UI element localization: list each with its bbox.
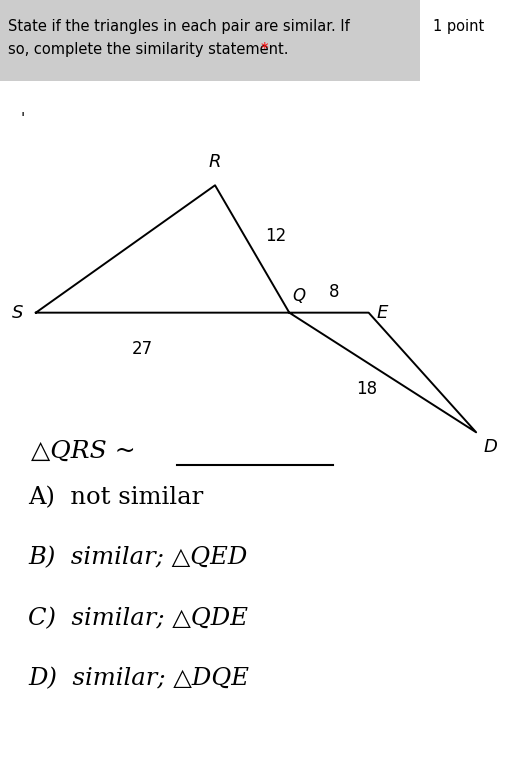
Text: 18: 18 — [356, 381, 378, 398]
Text: 27: 27 — [132, 340, 153, 357]
Text: 1 point: 1 point — [433, 19, 484, 34]
Text: D: D — [484, 438, 498, 456]
Text: D)  similar; △DQE: D) similar; △DQE — [28, 667, 249, 690]
Bar — [0, 0, 420, 81]
Text: *: * — [260, 42, 268, 57]
Text: C)  similar; △QDE: C) similar; △QDE — [28, 607, 248, 630]
Text: R: R — [209, 154, 221, 171]
Text: B)  similar; △QED: B) similar; △QED — [28, 547, 247, 570]
Text: Q: Q — [292, 287, 305, 305]
Text: State if the triangles in each pair are similar. If: State if the triangles in each pair are … — [8, 19, 349, 34]
Text: ': ' — [20, 112, 25, 127]
Text: so, complete the similarity statement.: so, complete the similarity statement. — [8, 42, 288, 57]
Text: △QRS ~: △QRS ~ — [31, 440, 136, 463]
Text: S: S — [12, 303, 23, 322]
Text: E: E — [376, 303, 388, 322]
Text: A)  not similar: A) not similar — [28, 486, 203, 510]
Text: 12: 12 — [265, 227, 286, 245]
Text: 8: 8 — [329, 283, 339, 301]
